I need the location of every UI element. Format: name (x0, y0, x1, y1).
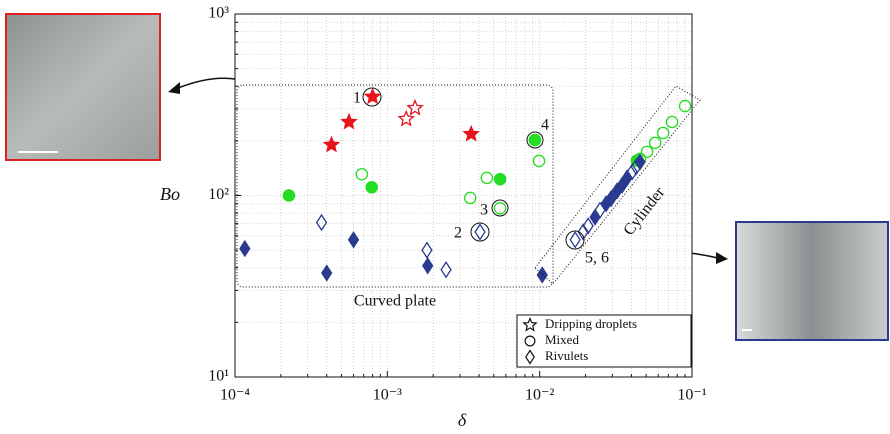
plot-frame (234, 13, 693, 378)
legend-label: Rivulets (545, 348, 588, 363)
data-point (532, 154, 546, 168)
y-axis-label: Bo (160, 184, 180, 204)
data-point (282, 189, 296, 202)
legend-box (516, 314, 692, 368)
data-point (463, 191, 477, 205)
arrowhead (168, 82, 180, 94)
data-point (634, 153, 646, 171)
data-point (626, 163, 638, 181)
x-tick-label: 10⁻² (525, 387, 554, 404)
legend-marker (524, 335, 536, 347)
annotation: 3 (480, 202, 488, 219)
annotation: 2 (454, 225, 462, 242)
x-tick-label: 10⁻¹ (677, 387, 706, 404)
data-point (474, 223, 486, 241)
cylinder-region (534, 85, 701, 285)
legend-marker (522, 316, 538, 332)
data-point (640, 145, 654, 159)
inset-photo-plate (5, 13, 161, 161)
data-point (577, 223, 589, 241)
plot-area: 10⁻⁴ 10⁻³ 10⁻² 10⁻¹ 10¹ 10² 10³ (208, 5, 707, 404)
annotation: 5, 6 (585, 250, 609, 267)
highlight-ring (470, 222, 490, 242)
legend-label: Mixed (545, 332, 579, 347)
data-point (340, 112, 358, 130)
arrowhead (716, 252, 728, 264)
annotation: 1 (353, 90, 361, 107)
data-point (528, 133, 542, 147)
legend-label: Dripping droplets (545, 316, 637, 331)
annotation: 4 (541, 117, 549, 134)
data-point (321, 264, 333, 282)
data-point (493, 172, 507, 186)
data-point (406, 98, 424, 116)
y-tick-label: 10³ (208, 5, 229, 22)
data-point (480, 171, 494, 185)
data-point (397, 109, 415, 127)
data-point (440, 261, 452, 279)
x-tick-label: 10⁻³ (373, 387, 402, 404)
legend-marker (525, 349, 535, 365)
data-point (665, 115, 679, 129)
data-point (355, 167, 369, 181)
data-point (363, 87, 382, 105)
data-point (462, 124, 480, 142)
data-point (569, 231, 581, 249)
data-point (315, 213, 328, 232)
data-point (422, 257, 434, 275)
data-point (678, 99, 692, 113)
y-tick-label: 10¹ (208, 368, 229, 385)
highlight-ring (565, 230, 585, 250)
curved-plate-region (236, 84, 554, 288)
highlight-ring (526, 131, 544, 149)
highlight-ring (491, 199, 509, 217)
y-tick-label: 10² (208, 186, 229, 203)
data-point (648, 136, 662, 150)
data-point (347, 231, 360, 249)
data-point (605, 190, 617, 208)
data-point (322, 135, 341, 153)
x-tick-label: 10⁻⁴ (220, 387, 250, 404)
data-point (493, 202, 507, 215)
x-axis-label: δ (458, 410, 467, 430)
data-point (582, 217, 594, 235)
data-point (421, 241, 433, 259)
data-point (365, 180, 379, 194)
highlight-ring (362, 87, 382, 107)
data-point (239, 239, 251, 258)
data-point (656, 126, 670, 140)
annotation: Curved plate (354, 293, 436, 310)
inset-photo-cylinder (735, 221, 889, 341)
